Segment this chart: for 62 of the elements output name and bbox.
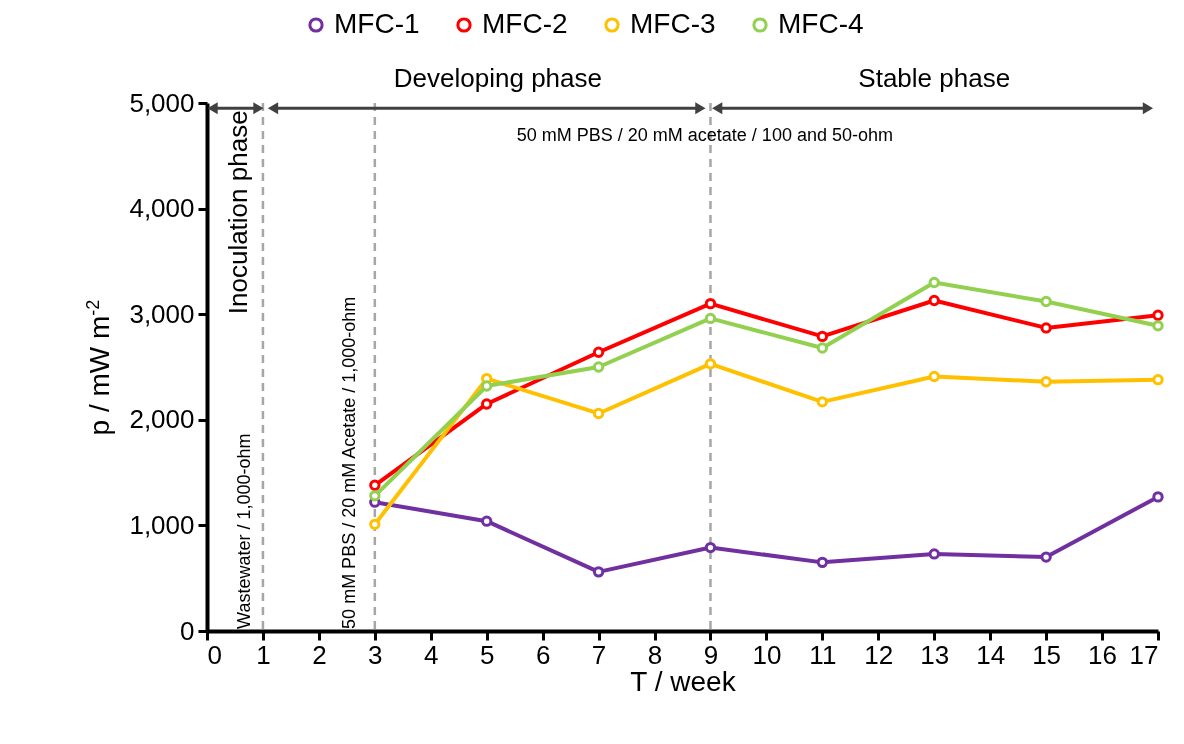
point <box>481 515 493 527</box>
point <box>481 398 493 410</box>
point <box>1152 320 1164 332</box>
point <box>816 330 829 343</box>
annotation: Wastewater / 1,000-ohm <box>234 433 255 629</box>
y-tick-label: 4,000 <box>129 193 195 224</box>
x-tick-label: 12 <box>864 639 894 670</box>
x-tick-label: 10 <box>752 639 782 670</box>
point <box>1152 374 1164 386</box>
x-tick-label: 0 <box>207 639 222 670</box>
x-tick-label: 3 <box>368 639 383 670</box>
point <box>816 556 829 569</box>
x-tick-label: 2 <box>312 639 327 670</box>
point <box>369 490 381 502</box>
point <box>816 342 829 354</box>
x-tick-label: 6 <box>535 639 551 670</box>
x-tick-label: 11 <box>809 639 837 670</box>
point <box>928 370 940 383</box>
point <box>928 276 940 289</box>
point <box>704 358 717 370</box>
legend-label: MFC-4 <box>778 8 864 39</box>
point <box>816 396 829 408</box>
point <box>592 361 605 373</box>
point <box>704 312 717 325</box>
point <box>1040 322 1052 334</box>
point <box>704 541 717 554</box>
point <box>1040 376 1052 388</box>
point <box>928 548 940 560</box>
x-tick-label: 4 <box>424 639 439 670</box>
x-tick-label: 7 <box>591 639 607 670</box>
legend-label: MFC-2 <box>482 8 568 39</box>
text: Developing phase <box>393 62 602 93</box>
annotation: 50 mM PBS / 20 mM acetate / 100 and 50-ohm <box>516 124 893 145</box>
point <box>928 294 940 307</box>
point <box>704 297 717 310</box>
point <box>592 566 605 578</box>
point <box>1040 551 1052 563</box>
y-tick-label: 5,000 <box>129 87 195 118</box>
y-tick-label: 3,000 <box>129 298 195 329</box>
x-tick-label: 16 <box>1088 639 1118 670</box>
x-tick-label: 14 <box>976 639 1006 670</box>
y-tick-label: 1,000 <box>129 509 195 540</box>
annotation: 50 mM PBS / 20 mM Acetate / 1,000-ohm <box>338 296 359 629</box>
x-tick-label: 5 <box>479 639 495 670</box>
x-tick-label: 15 <box>1032 639 1062 670</box>
x-tick-label: 13 <box>920 639 950 670</box>
y-tick-label: 0 <box>180 615 195 646</box>
x-tick-label: 1 <box>256 639 271 670</box>
point <box>481 380 493 392</box>
legend-label: MFC-3 <box>630 8 716 39</box>
legend-label: MFC-1 <box>334 8 420 39</box>
point <box>369 518 381 531</box>
point <box>1040 295 1052 308</box>
annotation: Inoculation phase <box>223 110 254 315</box>
point <box>1152 309 1164 321</box>
point <box>1152 491 1164 503</box>
point <box>592 407 605 420</box>
x-tick-label: 17 <box>1129 639 1159 670</box>
point <box>369 479 381 491</box>
text: Stable phase <box>858 62 1011 93</box>
point <box>592 346 605 358</box>
y-tick-label: 2,000 <box>129 404 195 435</box>
